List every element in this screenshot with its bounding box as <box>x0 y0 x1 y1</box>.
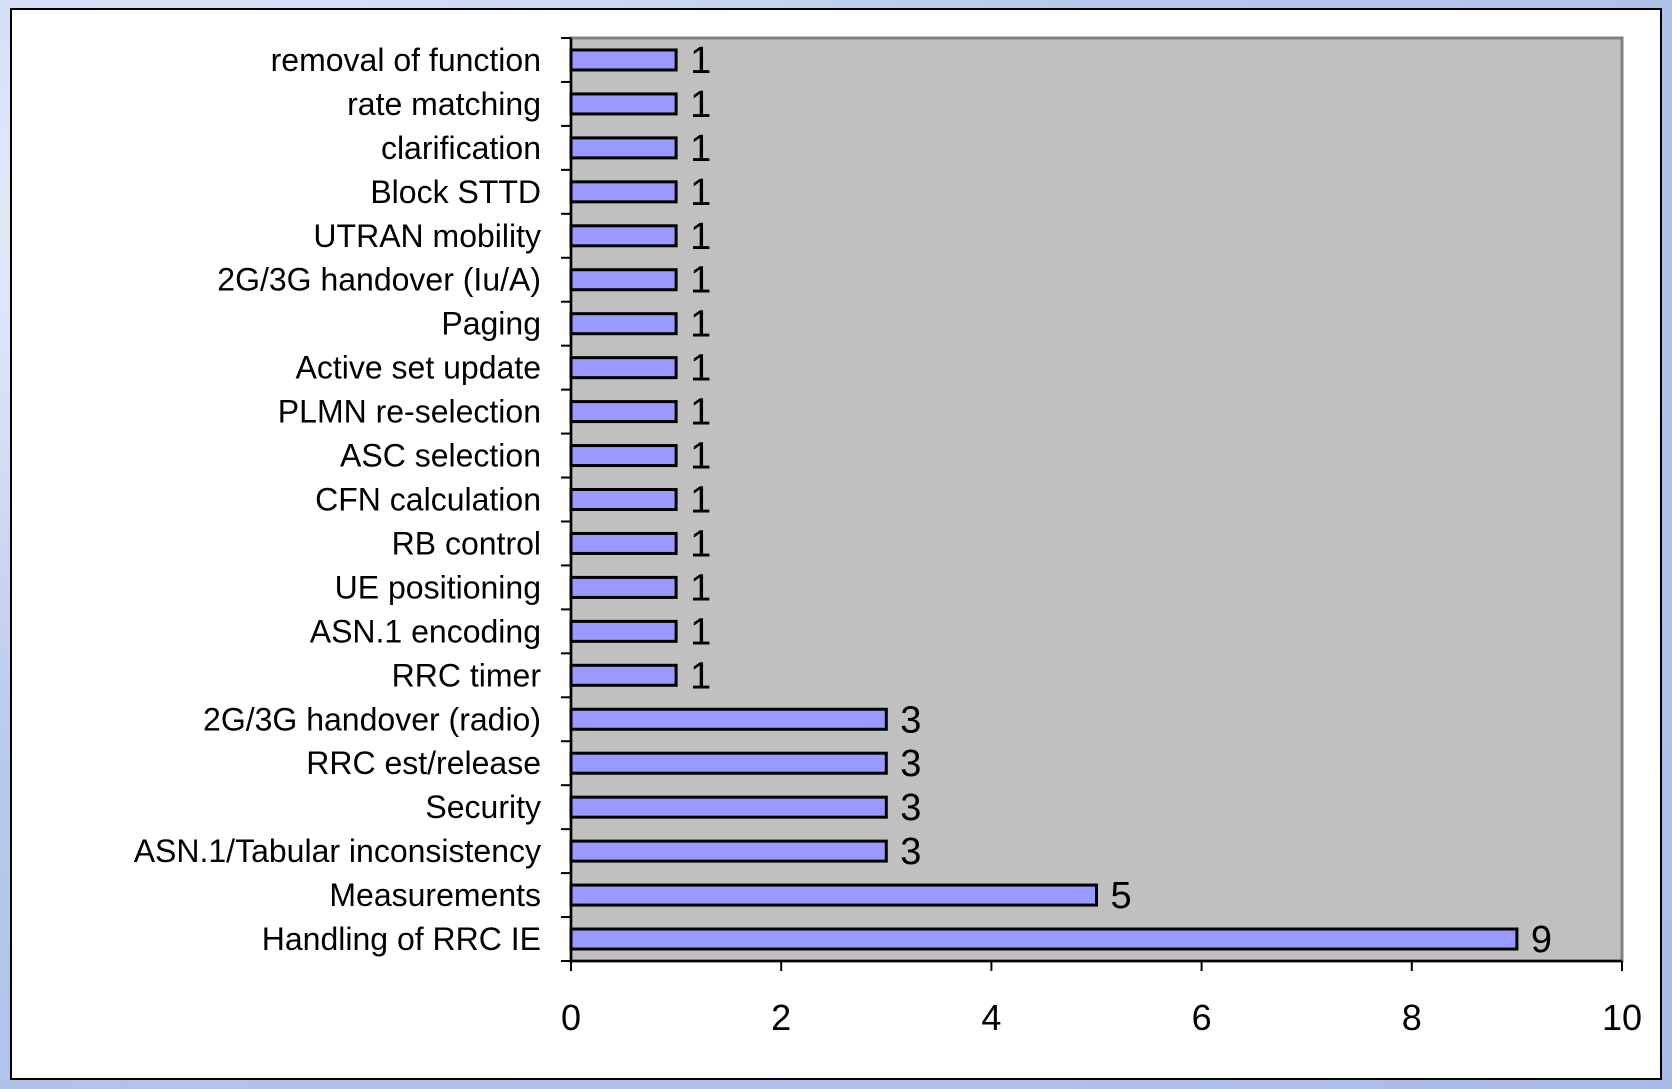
bar <box>569 400 678 424</box>
bar <box>569 444 678 468</box>
category-labels: removal of function rate matching clarific… <box>134 42 542 957</box>
bar <box>569 92 678 116</box>
data-label: 3 <box>900 831 921 873</box>
bar <box>569 488 678 511</box>
data-label: 1 <box>690 436 711 478</box>
bar <box>569 268 678 292</box>
x-tick-label: 2 <box>771 997 791 1038</box>
category-label: UE positioning <box>335 569 541 605</box>
data-label: 3 <box>900 743 921 785</box>
bar <box>569 839 888 863</box>
category-label: RB control <box>392 525 541 561</box>
bar <box>569 356 678 380</box>
bar <box>569 312 678 336</box>
category-label: Block STTD <box>370 174 541 210</box>
bar <box>569 180 678 204</box>
x-tick-labels: 0 2 4 6 8 10 <box>561 997 1642 1038</box>
bar <box>569 663 678 687</box>
data-label: 3 <box>900 699 921 741</box>
bar <box>569 883 1098 907</box>
data-label: 1 <box>690 128 711 170</box>
data-label: 1 <box>690 392 711 434</box>
data-label: 1 <box>690 304 711 346</box>
data-label: 1 <box>690 348 711 390</box>
data-label: 1 <box>690 655 711 697</box>
category-label: Handling of RRC IE <box>262 921 541 957</box>
category-label: Measurements <box>329 877 541 913</box>
category-label: PLMN re-selection <box>278 394 541 430</box>
data-label: 1 <box>690 480 711 522</box>
category-label: UTRAN mobility <box>313 218 541 254</box>
category-label: ASC selection <box>340 438 541 474</box>
category-label: 2G/3G handover (radio) <box>203 701 541 737</box>
bar <box>569 575 678 599</box>
bar <box>569 707 888 731</box>
x-tick-label: 0 <box>561 997 581 1038</box>
bar <box>569 136 678 160</box>
bar <box>569 48 678 72</box>
data-label: 1 <box>690 40 711 82</box>
bar <box>569 224 678 248</box>
data-label: 1 <box>690 567 711 609</box>
category-label: Paging <box>441 306 541 342</box>
category-label: ASN.1/Tabular inconsistency <box>134 833 541 869</box>
data-label: 1 <box>690 260 711 302</box>
bar <box>569 795 888 819</box>
bar <box>569 751 888 775</box>
category-label: rate matching <box>347 86 541 122</box>
category-label: 2G/3G handover (Iu/A) <box>217 262 541 298</box>
data-label: 9 <box>1531 919 1552 961</box>
bar <box>569 619 678 643</box>
data-label: 5 <box>1111 875 1132 917</box>
x-tick-label: 4 <box>981 997 1001 1038</box>
axes <box>561 37 1623 971</box>
bar <box>569 531 678 555</box>
data-label: 3 <box>900 787 921 829</box>
data-label: 1 <box>690 84 711 126</box>
data-label: 1 <box>690 216 711 258</box>
x-tick-label: 10 <box>1602 997 1642 1038</box>
data-label: 1 <box>690 611 711 653</box>
category-label: ASN.1 encoding <box>310 613 541 649</box>
category-label: RRC est/release <box>306 745 541 781</box>
plot-area <box>569 36 1624 963</box>
category-label: removal of function <box>271 42 541 78</box>
bar <box>569 927 1519 951</box>
data-label: 1 <box>690 523 711 565</box>
category-label: RRC timer <box>392 657 542 693</box>
x-tick-label: 8 <box>1402 997 1422 1038</box>
category-label: clarification <box>381 130 541 166</box>
category-label: CFN calculation <box>315 482 541 518</box>
data-label: 1 <box>690 172 711 214</box>
category-label: Active set update <box>296 350 541 386</box>
x-tick-label: 6 <box>1192 997 1212 1038</box>
category-label: Security <box>425 789 541 825</box>
